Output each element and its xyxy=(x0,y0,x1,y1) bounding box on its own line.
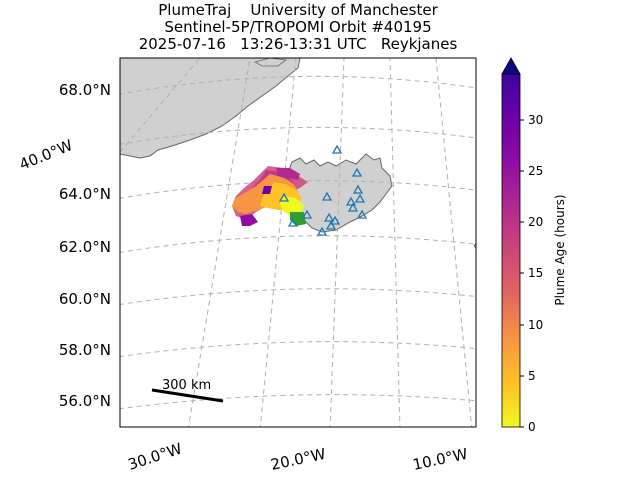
colorbar-tick: 25 xyxy=(528,164,543,178)
volcano-icon xyxy=(323,212,335,222)
map-frame xyxy=(119,57,477,428)
volcano-icon xyxy=(301,209,313,219)
volcano-icon xyxy=(325,220,337,230)
title-line-3: 2025-07-16 13:26-13:31 UTC Reykjanes xyxy=(138,35,458,53)
map-area: 300 km xyxy=(120,58,476,427)
volcano-icon xyxy=(354,193,366,203)
colorbar-extend-arrow xyxy=(501,57,521,75)
volcano-icon xyxy=(329,215,341,225)
volcano-icon xyxy=(356,209,368,219)
volcano-icon xyxy=(352,184,364,194)
lat-label: 58.0°N xyxy=(59,341,111,359)
volcano-icon xyxy=(278,192,290,202)
lon-label: 30.0°W xyxy=(126,439,185,473)
latitude-labels: 68.0°N 64.0°N 62.0°N 60.0°N 58.0°N 56.0°… xyxy=(59,81,111,410)
colorbar: 0 5 10 15 20 25 30 Plume Age (hours) xyxy=(501,57,567,434)
colorbar-tick: 0 xyxy=(528,420,536,434)
volcano-icon xyxy=(331,144,343,154)
lat-label: 60.0°N xyxy=(59,290,111,308)
scale-bar-label: 300 km xyxy=(162,378,211,393)
volcano-icon xyxy=(287,217,299,227)
title-line-2: Sentinel-5P/TROPOMI Orbit #40195 xyxy=(164,18,432,36)
lat-label: 64.0°N xyxy=(59,185,111,203)
title-line-1: PlumeTraj University of Manchester xyxy=(158,1,438,19)
colorbar-tick: 10 xyxy=(528,318,543,332)
colorbar-tick: 5 xyxy=(528,369,536,383)
longitude-gridlines xyxy=(120,58,473,427)
scale-bar xyxy=(151,388,224,403)
colorbar-label: Plume Age (hours) xyxy=(553,194,567,305)
lon-label: 10.0°W xyxy=(411,445,469,474)
longitude-labels: 30.0°W 20.0°W 10.0°W xyxy=(126,439,470,474)
greenland-landmass xyxy=(120,58,301,159)
lon-label: 20.0°W xyxy=(269,445,327,474)
colorbar-tick: 15 xyxy=(528,266,543,280)
volcano-markers xyxy=(278,144,368,236)
lat-label: 68.0°N xyxy=(59,81,111,99)
volcano-icon xyxy=(351,167,363,177)
volcano-icon xyxy=(347,202,359,212)
volcano-icon xyxy=(345,196,357,206)
volcano-icon xyxy=(321,191,333,201)
colorbar-tick: 30 xyxy=(528,113,543,127)
vent-area-marker xyxy=(290,212,306,226)
lon-label-side: 40.0°W xyxy=(17,136,76,174)
volcano-icon xyxy=(316,226,328,236)
lat-label: 62.0°N xyxy=(59,238,111,256)
colorbar-tick: 20 xyxy=(528,215,543,229)
volcanic-plume xyxy=(232,166,308,226)
lat-label: 56.0°N xyxy=(59,392,111,410)
